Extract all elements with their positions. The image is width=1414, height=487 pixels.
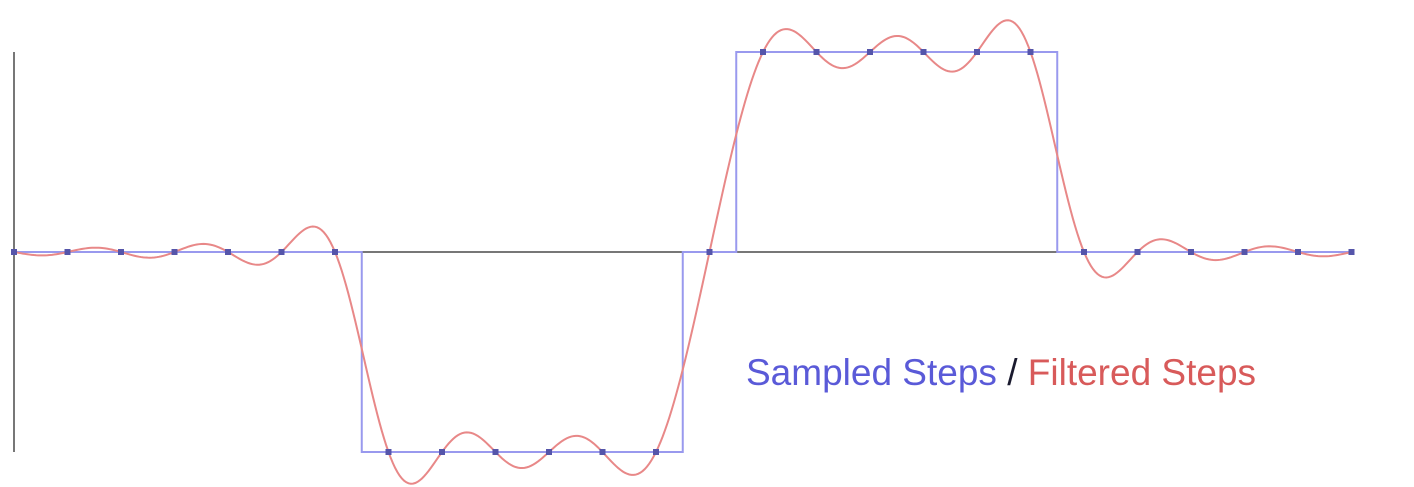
sample-point [439,449,445,455]
sample-point [118,249,124,255]
sample-point [1134,249,1141,255]
sample-point [1348,249,1355,255]
sample-point [64,249,71,255]
sample-point [760,49,766,55]
sample-point [278,249,285,255]
sample-point [1081,249,1087,255]
filtered-steps-line [13,19,1352,485]
filtered-steps-series [13,19,1352,485]
sample-point [706,249,713,255]
sample-markers [11,49,1355,455]
sample-point [1188,249,1194,255]
sample-point [653,449,659,455]
sample-point [974,49,980,55]
chart-legend: Sampled Steps / Filtered Steps [746,350,1256,396]
sample-point [11,249,17,255]
sample-point [599,449,606,455]
sample-point [1295,249,1301,255]
sample-point [1027,49,1034,55]
sample-point [813,49,820,55]
legend-separator: / [1007,352,1018,393]
sample-point [385,449,392,455]
sample-point [225,249,231,255]
sample-point [1241,249,1248,255]
sample-point [492,449,499,455]
sample-point [332,249,338,255]
sample-point [171,249,178,255]
legend-sampled-steps: Sampled Steps [746,352,997,393]
sample-point [546,449,552,455]
sample-point [867,49,873,55]
legend-filtered-steps: Filtered Steps [1027,352,1257,393]
sample-point [920,49,927,55]
